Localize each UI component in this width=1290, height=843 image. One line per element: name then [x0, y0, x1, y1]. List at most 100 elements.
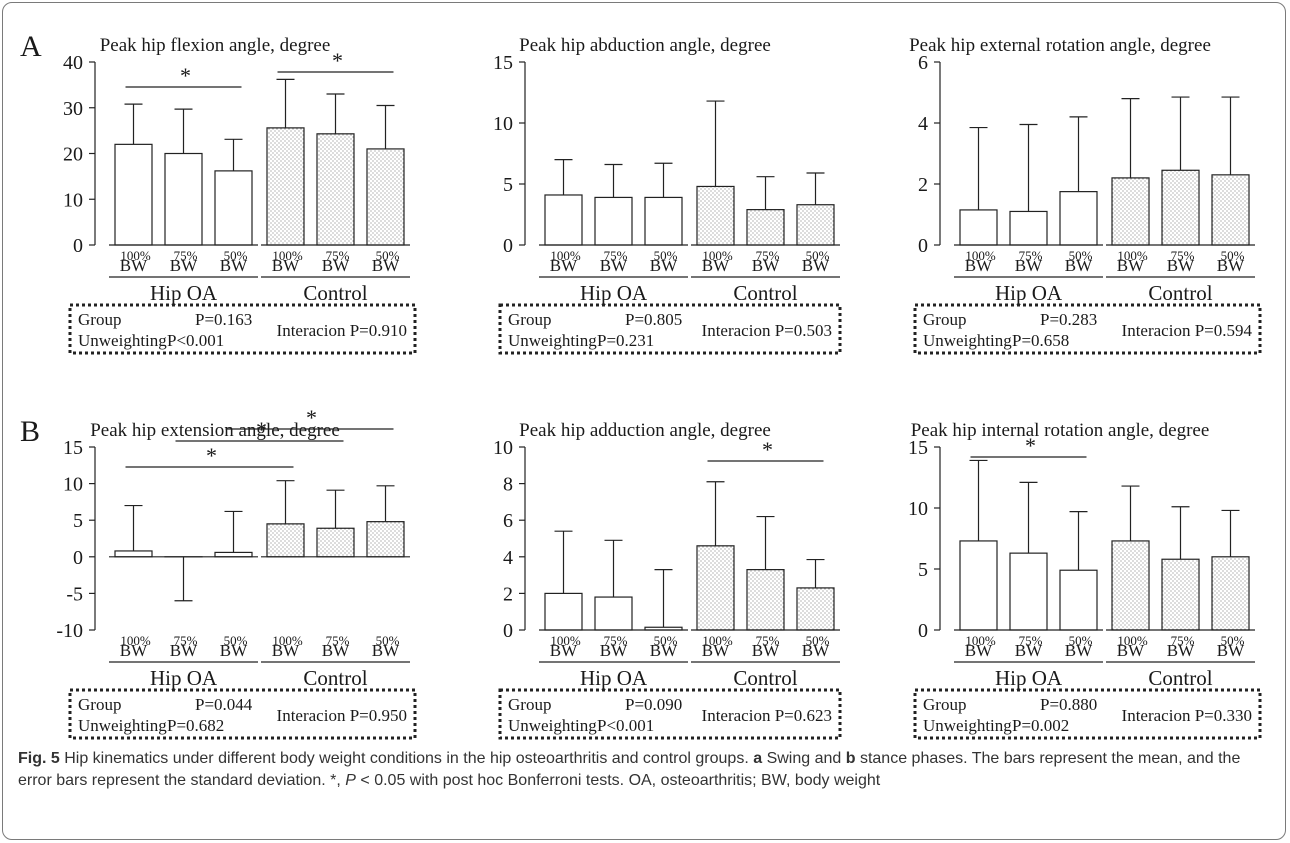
- chart-panel-4: Peak hip extension angle, degree -10 -5 0 5 1…: [56, 405, 417, 740]
- bar-label-bw: BW: [702, 641, 730, 660]
- y-tick-label: 4: [918, 113, 928, 135]
- y-tick-label: 5: [918, 559, 928, 581]
- group-name: Hip OA: [995, 666, 1063, 690]
- bar: [114, 143, 153, 246]
- bar-label-percent: 100%: [965, 248, 996, 263]
- bar-label-bw: BW: [1217, 256, 1245, 275]
- bar-label-percent: 50%: [654, 248, 678, 263]
- group-name: Control: [1148, 666, 1212, 690]
- bar-label-bw: BW: [1015, 641, 1043, 660]
- stats-interaction: Interacion P=0.910: [277, 321, 407, 340]
- y-tick-label: 0: [918, 235, 928, 257]
- bar-label-percent: 50%: [1221, 248, 1245, 263]
- caption-text-3: stance phases. The bars represent the me…: [18, 750, 1241, 789]
- bar: [366, 521, 405, 558]
- y-tick-label: 2: [503, 583, 513, 605]
- caption-text-4: < 0.05 with post hoc Bonferroni tests. O…: [355, 772, 881, 789]
- stats-group-p: P=0.044: [195, 695, 253, 714]
- bar-label-percent: 100%: [550, 248, 581, 263]
- stats-interaction: Interacion P=0.623: [702, 706, 832, 725]
- bar-label-bw: BW: [550, 641, 578, 660]
- bar-label-percent: 50%: [224, 633, 248, 648]
- bar-label-bw: BW: [1117, 256, 1145, 275]
- stats-interaction: Interacion P=0.594: [1122, 321, 1253, 340]
- y-tick-label: 2: [918, 174, 928, 196]
- stats-unweighting-label: Unweighting: [508, 331, 597, 350]
- chart-panel-3: Peak hip external rotation angle, degree…: [909, 35, 1262, 355]
- significance-star: *: [306, 405, 317, 430]
- bar-label-bw: BW: [752, 641, 780, 660]
- y-tick-label: 5: [503, 174, 513, 196]
- bar-label-percent: 75%: [1019, 248, 1043, 263]
- bar: [1059, 191, 1098, 246]
- bar-label-bw: BW: [965, 641, 993, 660]
- panel-label-b: B: [20, 415, 40, 448]
- stats-group-p: P=0.283: [1040, 310, 1097, 329]
- chart-title: Peak hip flexion angle, degree: [100, 35, 331, 56]
- bar-label-percent: 50%: [1069, 248, 1093, 263]
- bar: [959, 540, 998, 631]
- stats-box: [913, 303, 1262, 355]
- bar-label-percent: 75%: [1171, 248, 1195, 263]
- y-tick-label: 8: [503, 474, 513, 496]
- bar-label-bw: BW: [752, 256, 780, 275]
- bar-label-bw: BW: [1217, 641, 1245, 660]
- y-tick-label: -5: [66, 583, 83, 605]
- group-name: Control: [303, 281, 367, 305]
- bar-label-bw: BW: [272, 641, 300, 660]
- chart-title: Peak hip internal rotation angle, degree: [911, 420, 1210, 441]
- bar: [644, 196, 683, 246]
- y-tick-label: 10: [908, 498, 928, 520]
- caption-p: P: [345, 772, 356, 789]
- stats-interaction: Interacion P=0.503: [702, 321, 832, 340]
- group-name: Control: [1148, 281, 1212, 305]
- stats-group-label: Group: [923, 695, 966, 714]
- bar-label-percent: 75%: [1019, 633, 1043, 648]
- stats-group-p: P=0.090: [625, 695, 682, 714]
- y-tick-label: 10: [63, 474, 83, 496]
- bar: [1059, 569, 1098, 631]
- stats-unweighting-p: P=0.682: [167, 716, 224, 735]
- bar-label-percent: 50%: [1221, 633, 1245, 648]
- bar-label-percent: 75%: [1171, 633, 1195, 648]
- bar: [214, 170, 253, 246]
- bar-label-bw: BW: [802, 256, 830, 275]
- chart-panel-6: Peak hip internal rotation angle, degree…: [908, 420, 1262, 740]
- bar: [266, 523, 305, 558]
- y-tick-label: 0: [918, 620, 928, 642]
- bar-label-bw: BW: [1065, 641, 1093, 660]
- panel-label-a: A: [20, 30, 42, 63]
- caption-b: b: [845, 750, 856, 767]
- bar: [696, 545, 735, 631]
- chart-panel-5: Peak hip adduction angle, degree 0 2 4 6 8 10 1…: [493, 420, 842, 740]
- bar: [796, 587, 835, 631]
- bar-label-percent: 75%: [174, 633, 198, 648]
- y-tick-label: 0: [73, 235, 83, 257]
- stats-group-label: Group: [508, 310, 551, 329]
- bar: [696, 185, 735, 246]
- bar-label-bw: BW: [272, 256, 300, 275]
- y-tick-label: 15: [908, 437, 928, 459]
- bar-label-percent: 100%: [702, 248, 733, 263]
- group-name: Control: [733, 666, 797, 690]
- bar-label-percent: 75%: [604, 633, 628, 648]
- bar-label-percent: 50%: [1069, 633, 1093, 648]
- stats-group-p: P=0.805: [625, 310, 682, 329]
- y-tick-label: 0: [503, 620, 513, 642]
- significance-star: *: [206, 443, 217, 468]
- bar: [544, 194, 583, 246]
- bar-label-bw: BW: [372, 256, 400, 275]
- bar: [114, 550, 153, 558]
- bar: [1161, 169, 1200, 246]
- y-tick-label: 40: [63, 52, 83, 74]
- bar-label-percent: 50%: [806, 248, 830, 263]
- caption-text-1: Hip kinematics under different body weig…: [59, 750, 754, 767]
- bar-label-bw: BW: [170, 641, 198, 660]
- y-tick-label: 10: [493, 437, 513, 459]
- y-tick-label: -10: [56, 620, 83, 642]
- stats-unweighting-p: P<0.001: [167, 331, 224, 350]
- bar: [796, 204, 835, 246]
- stats-interaction: Interacion P=0.330: [1122, 706, 1252, 725]
- bar-label-percent: 75%: [174, 248, 198, 263]
- chart-title: Peak hip extension angle, degree: [90, 420, 340, 441]
